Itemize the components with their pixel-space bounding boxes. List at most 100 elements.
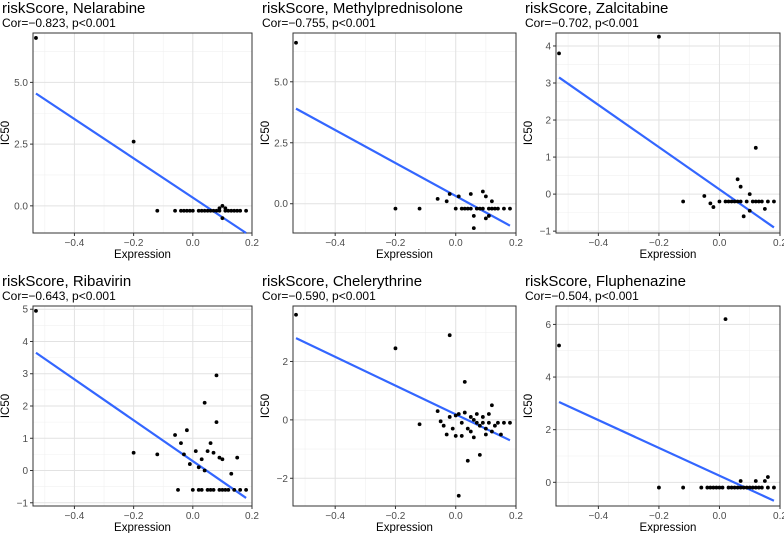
y-tick-label: 4	[545, 373, 551, 384]
data-point	[735, 199, 740, 204]
data-point	[480, 420, 485, 425]
y-tick-label: 6	[545, 320, 551, 331]
data-point	[772, 485, 776, 490]
data-point	[179, 208, 183, 213]
y-tick-label: 2	[282, 357, 288, 368]
data-point	[765, 475, 770, 479]
regression-line	[35, 351, 247, 499]
data-point	[502, 420, 506, 425]
data-point	[205, 449, 210, 454]
data-point	[444, 432, 449, 437]
chart-subtitle: Cor=−0.823, p<0.001	[2, 16, 116, 30]
x-tick-label: 0.0	[713, 238, 727, 249]
y-tick-label: −1	[17, 498, 29, 509]
x-axis-label: Expression	[640, 522, 697, 533]
data-point	[732, 199, 737, 204]
data-point	[155, 452, 160, 457]
data-point	[459, 434, 464, 438]
data-point	[738, 199, 743, 204]
data-point	[711, 205, 716, 209]
x-axis-label: Expression	[376, 522, 433, 533]
data-point	[717, 485, 722, 490]
data-point	[489, 206, 494, 211]
y-tick-label: 0.0	[274, 199, 288, 210]
data-point	[456, 412, 461, 416]
data-point	[729, 199, 734, 204]
data-point	[450, 426, 455, 431]
y-axis-label: IC50	[523, 121, 535, 145]
data-point	[753, 485, 758, 490]
data-point	[462, 380, 467, 384]
x-tick-label: 0.2	[773, 511, 784, 522]
data-point	[214, 208, 219, 213]
data-point	[179, 441, 183, 445]
data-point	[723, 317, 728, 322]
data-point	[220, 203, 225, 208]
y-tick-label: 1	[545, 153, 551, 164]
data-point	[741, 214, 746, 219]
data-point	[486, 206, 491, 211]
data-point	[196, 487, 201, 492]
data-point	[238, 208, 243, 213]
data-point	[208, 487, 213, 492]
data-point	[477, 453, 482, 457]
y-tick-label: 5.0	[274, 77, 288, 88]
data-point	[471, 214, 476, 218]
data-point	[486, 412, 491, 416]
data-point	[483, 216, 488, 221]
data-point	[244, 208, 248, 213]
data-point	[483, 194, 488, 199]
data-point	[489, 403, 494, 408]
data-point	[474, 420, 479, 425]
x-tick-label: 0.2	[773, 238, 784, 249]
data-point	[499, 432, 503, 437]
data-point	[738, 485, 743, 490]
x-tick-label: −0.2	[386, 511, 406, 522]
panel-border	[32, 32, 253, 234]
data-point	[435, 196, 440, 201]
data-point	[465, 426, 470, 431]
data-point	[502, 206, 506, 211]
data-point	[720, 485, 725, 490]
data-point	[220, 216, 225, 221]
data-point	[217, 455, 222, 460]
data-point	[176, 487, 180, 492]
data-point	[456, 493, 461, 498]
data-point	[726, 485, 731, 490]
data-point	[729, 485, 734, 490]
data-point	[453, 206, 458, 211]
data-point	[735, 177, 740, 182]
y-tick-label: 0	[282, 415, 288, 426]
data-point	[184, 428, 189, 433]
data-point	[214, 420, 219, 425]
data-point	[486, 420, 491, 425]
data-point	[444, 199, 449, 204]
data-point	[447, 333, 452, 338]
x-tick-label: 0.2	[245, 238, 259, 249]
data-point	[34, 36, 38, 40]
x-tick-label: −0.4	[589, 511, 609, 522]
data-point	[453, 413, 458, 418]
data-point	[738, 184, 743, 189]
data-point	[732, 485, 737, 490]
data-point	[238, 487, 243, 492]
data-point	[187, 462, 192, 466]
chart-title: riskScore, Fluphenazine	[525, 273, 686, 290]
data-point	[741, 485, 746, 490]
data-point	[217, 206, 222, 211]
chart-title: riskScore, Nelarabine	[2, 0, 145, 17]
y-tick-label: 0	[22, 466, 28, 477]
data-point	[747, 208, 752, 213]
data-point	[465, 458, 470, 463]
data-point	[762, 479, 767, 483]
data-point	[173, 208, 177, 213]
data-point	[131, 450, 136, 455]
data-point	[711, 485, 716, 490]
x-tick-label: 0.0	[186, 238, 200, 249]
x-tick-label: 0.2	[509, 511, 523, 522]
x-tick-label: −0.2	[386, 238, 406, 249]
data-point	[235, 455, 240, 460]
data-point	[131, 139, 136, 144]
